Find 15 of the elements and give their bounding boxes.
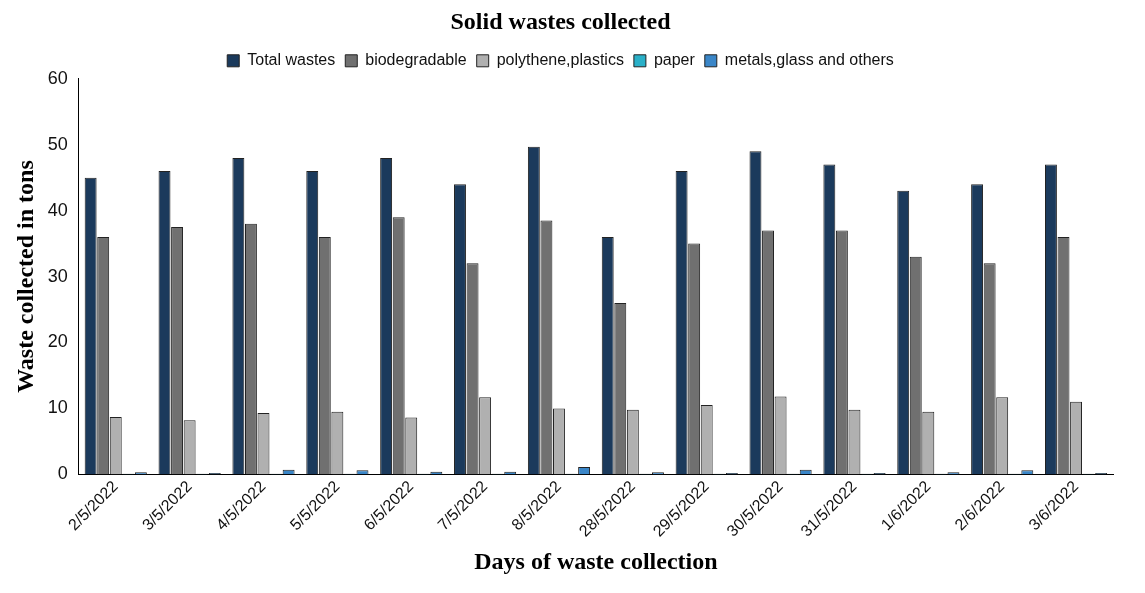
legend-label: Total wastes	[247, 51, 336, 69]
legend-label: polythene,plastics	[496, 51, 624, 69]
y-tick-label: 50	[47, 133, 68, 154]
y-tick-label: 10	[47, 397, 68, 418]
legend-label: metals,glass and others	[724, 51, 894, 69]
y-tick-label: 20	[47, 331, 68, 352]
x-axis-title: Days of waste collection	[474, 547, 718, 574]
y-tick-label: 40	[47, 199, 68, 220]
chart-title: Solid wastes collected	[450, 7, 672, 34]
y-tick-label: 60	[47, 67, 68, 88]
legend-label: paper	[653, 51, 696, 69]
y-axis-title: Waste collected in tons	[11, 160, 38, 393]
y-tick-label: 0	[57, 463, 68, 484]
legend-label: biodegradable	[365, 51, 467, 69]
y-tick-label: 30	[47, 265, 68, 286]
